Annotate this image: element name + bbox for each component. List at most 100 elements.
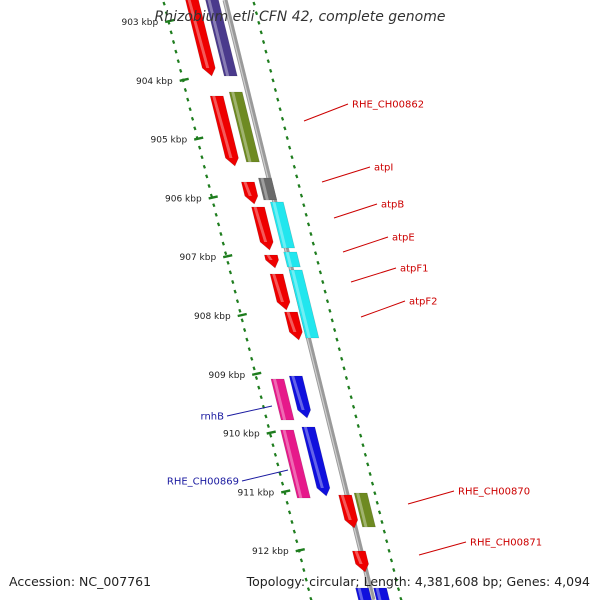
ruler-dot	[368, 472, 372, 476]
ruler-label: 911 kbp	[238, 488, 275, 498]
ruler-label: 910 kbp	[223, 430, 260, 440]
ruler-dot	[370, 481, 375, 486]
ruler-label: 904 kbp	[136, 77, 173, 87]
gene-highlight	[272, 379, 287, 420]
ruler-major-tick	[295, 548, 305, 553]
gene-label[interactable]: atpF1	[400, 264, 429, 275]
ruler-dot	[238, 308, 242, 313]
gene-feature[interactable]	[373, 587, 391, 600]
gene-feature[interactable]	[204, 0, 238, 77]
callout-line	[342, 236, 389, 253]
gene-label[interactable]: RHE_CH00869	[167, 477, 239, 488]
ruler-dot	[299, 193, 304, 198]
gene-feature[interactable]	[301, 426, 331, 497]
callout-line	[360, 300, 406, 318]
ruler-dot	[266, 424, 270, 428]
ruler-label: 908 kbp	[194, 312, 231, 322]
ruler-dot	[271, 78, 275, 83]
gene-feature[interactable]	[338, 494, 359, 529]
gene-highlight	[187, 0, 210, 68]
ruler-dot	[214, 212, 218, 217]
ruler-dot	[179, 68, 183, 73]
gene-feature[interactable]	[269, 201, 296, 249]
ruler-dot	[278, 107, 282, 112]
ruler-dot	[212, 203, 216, 208]
ruler-dot	[231, 280, 235, 284]
ruler-dot	[197, 145, 202, 150]
gene-label[interactable]: atpF2	[409, 297, 438, 308]
gene-feature[interactable]	[258, 177, 278, 201]
ruler-dot	[292, 164, 296, 169]
ruler-dot	[297, 184, 301, 188]
ruler-dot	[280, 481, 285, 486]
ruler-major-tick	[193, 136, 204, 141]
ruler-dot	[250, 356, 254, 361]
ruler-dot	[190, 116, 195, 121]
gene-feature[interactable]	[288, 375, 311, 419]
ruler-dot	[392, 568, 396, 572]
ruler-dot	[278, 472, 282, 476]
ruler-dot	[235, 299, 240, 304]
ruler-dot	[271, 443, 275, 448]
ruler-dot	[323, 289, 327, 294]
gene-feature[interactable]	[352, 550, 369, 573]
gene-feature[interactable]	[251, 206, 274, 251]
ruler-dot	[377, 510, 382, 515]
ruler-dot	[276, 97, 280, 102]
gene-feature[interactable]	[241, 181, 259, 205]
gene-feature[interactable]	[284, 311, 303, 341]
ruler-dot	[283, 126, 287, 131]
gene-feature[interactable]	[228, 91, 260, 163]
ruler-label: 906 kbp	[165, 194, 202, 204]
gene-feature[interactable]	[283, 251, 301, 268]
ruler-dot	[375, 500, 379, 505]
ruler-dot	[361, 443, 365, 448]
ruler-dot	[254, 11, 259, 16]
gene-label[interactable]: rnhB	[201, 412, 225, 423]
gene-feature[interactable]	[264, 254, 279, 269]
gene-feature[interactable]	[209, 95, 239, 167]
ruler-dot	[174, 49, 178, 54]
gene-feature[interactable]	[355, 587, 373, 600]
ruler-dot	[304, 577, 308, 582]
ruler-dot	[316, 260, 320, 265]
ruler-major-tick	[266, 430, 276, 435]
ruler-dot	[224, 251, 228, 256]
gene-feature[interactable]	[270, 378, 295, 421]
gene-feature[interactable]	[353, 492, 376, 528]
gene-feature[interactable]	[288, 269, 320, 339]
gene-label[interactable]: atpE	[392, 233, 415, 244]
ruler-major-tick	[164, 18, 175, 24]
ruler-dot	[354, 414, 358, 419]
ruler-dot	[311, 241, 315, 246]
gene-label[interactable]: RHE_CH00870	[458, 487, 530, 498]
ruler-dot	[259, 395, 263, 400]
ruler-dot	[285, 500, 289, 505]
ruler-major-tick	[208, 195, 218, 200]
ruler-dot	[202, 164, 206, 169]
ruler-dot	[269, 433, 273, 438]
ruler-label: 907 kbp	[180, 253, 217, 263]
gene-label[interactable]: RHE_CH00862	[352, 100, 424, 111]
ruler-dot	[304, 212, 308, 217]
gene-feature[interactable]	[184, 0, 216, 77]
ruler-dot	[207, 184, 211, 188]
ruler-dot	[306, 222, 311, 227]
ruler-dot	[287, 145, 292, 150]
gene-highlight	[253, 207, 268, 242]
gene-label[interactable]: RHE_CH00871	[470, 538, 542, 549]
ruler-dot	[257, 20, 261, 25]
ruler-dot	[356, 424, 360, 428]
ruler-dot	[171, 40, 176, 44]
gene-highlight	[207, 0, 230, 76]
ruler-dot	[242, 328, 247, 332]
gene-label[interactable]: atpI	[374, 163, 393, 174]
gene-label[interactable]: atpB	[381, 200, 404, 211]
summary-text: Topology: circular; Length: 4,381,608 bp…	[246, 574, 590, 589]
gene-feature[interactable]	[280, 429, 311, 499]
gene-feature[interactable]	[269, 273, 291, 311]
ruler-dot	[295, 539, 299, 544]
ruler-dot	[273, 88, 278, 92]
ruler-dot	[164, 11, 169, 16]
ruler-dot	[340, 356, 344, 361]
